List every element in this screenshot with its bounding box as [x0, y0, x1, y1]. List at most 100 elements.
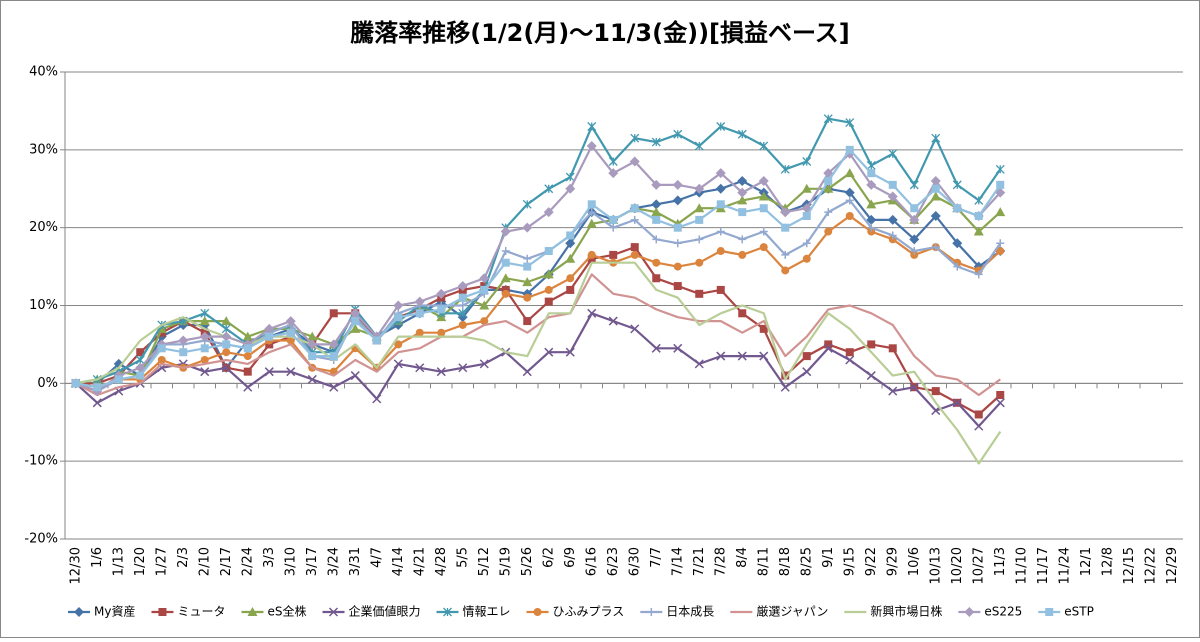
marker [200, 367, 210, 377]
marker [995, 398, 1005, 408]
x-tick-label: 12/29 [1165, 547, 1180, 584]
marker [566, 285, 575, 294]
x-tick-label: 11/10 [1014, 547, 1029, 584]
x-tick-label: 12/1 [1079, 547, 1094, 576]
marker [565, 253, 576, 263]
marker [995, 207, 1006, 217]
marker [824, 208, 833, 217]
marker [673, 262, 682, 271]
x-tick-label: 3/10 [283, 547, 298, 576]
marker [243, 382, 253, 392]
x-tick-label: 5/5 [455, 547, 470, 568]
marker [565, 347, 575, 357]
marker [973, 226, 984, 236]
marker [436, 367, 446, 377]
marker [866, 179, 877, 190]
marker [350, 308, 361, 319]
marker [372, 394, 382, 404]
legend-item: 厳選ジャパン [730, 605, 828, 619]
marker [543, 269, 554, 279]
x-tick-label: 1/20 [133, 547, 148, 576]
legend-item: 企業価値眼力 [322, 604, 421, 619]
marker [565, 172, 575, 182]
marker [910, 204, 919, 213]
marker [652, 235, 661, 244]
marker [781, 266, 790, 275]
legend-label: eS全株 [267, 604, 306, 619]
marker [673, 239, 682, 248]
marker [394, 313, 403, 322]
marker [329, 382, 339, 392]
marker [501, 247, 510, 256]
marker [715, 168, 726, 179]
marker [500, 226, 511, 237]
marker [630, 324, 640, 334]
series-line [75, 117, 1002, 385]
chart-title: 騰落率推移(1/2(月)～11/3(金))[損益ベース] [350, 19, 850, 47]
series-line [75, 273, 1001, 397]
marker [888, 149, 898, 159]
marker [522, 222, 533, 233]
marker [781, 223, 790, 232]
marker [647, 608, 656, 616]
x-tick-label: 12/15 [1122, 547, 1137, 584]
legend-label: ミュータ [177, 605, 225, 619]
marker [845, 145, 854, 154]
marker [500, 273, 511, 283]
x-tick-label: 11/3 [993, 547, 1008, 576]
x-tick-label: 7/21 [692, 547, 707, 576]
marker [780, 207, 791, 218]
marker [458, 301, 467, 310]
marker [780, 164, 790, 174]
marker [759, 141, 769, 151]
marker [157, 355, 166, 364]
marker [652, 215, 661, 224]
marker [157, 344, 166, 353]
marker [694, 203, 705, 213]
marker [522, 367, 532, 377]
legend-item: eS全株 [241, 604, 307, 619]
marker [328, 607, 339, 617]
marker [952, 180, 962, 190]
marker [158, 608, 167, 616]
marker [931, 243, 940, 252]
x-tick-label: 2/24 [240, 547, 255, 576]
marker [952, 238, 963, 249]
x-tick-label: 2/3 [176, 547, 191, 568]
marker [544, 297, 553, 306]
marker [415, 363, 425, 373]
legend-item: ひふみプラス [526, 605, 624, 619]
x-tick-label: 3/31 [348, 547, 363, 576]
marker [480, 317, 489, 326]
marker [587, 308, 597, 318]
marker [887, 191, 898, 202]
marker [651, 179, 662, 190]
x-tick-label: 7/14 [670, 547, 685, 576]
marker [845, 196, 854, 205]
marker [351, 317, 360, 326]
x-tick-label: 9/1 [821, 547, 836, 568]
marker [909, 214, 920, 225]
marker [200, 344, 209, 353]
marker [651, 207, 662, 217]
marker [221, 324, 231, 334]
x-tick-label: 3/24 [326, 547, 341, 576]
marker [566, 274, 575, 283]
marker [443, 607, 452, 617]
marker [716, 285, 725, 294]
marker [307, 374, 317, 384]
marker [533, 608, 542, 616]
x-tick-label: 1/6 [90, 547, 105, 568]
legend-item: 日本成長 [640, 605, 714, 619]
marker [608, 316, 618, 326]
x-tick-label: 7/7 [649, 547, 664, 568]
legend-item: 新興市場日株 [844, 604, 942, 619]
marker [350, 323, 361, 333]
x-tick-label: 7/28 [713, 547, 728, 576]
x-tick-label: 10/20 [950, 547, 965, 584]
marker [652, 258, 661, 267]
marker [457, 281, 468, 292]
y-tick-label: 0% [37, 376, 58, 391]
marker [953, 262, 962, 271]
